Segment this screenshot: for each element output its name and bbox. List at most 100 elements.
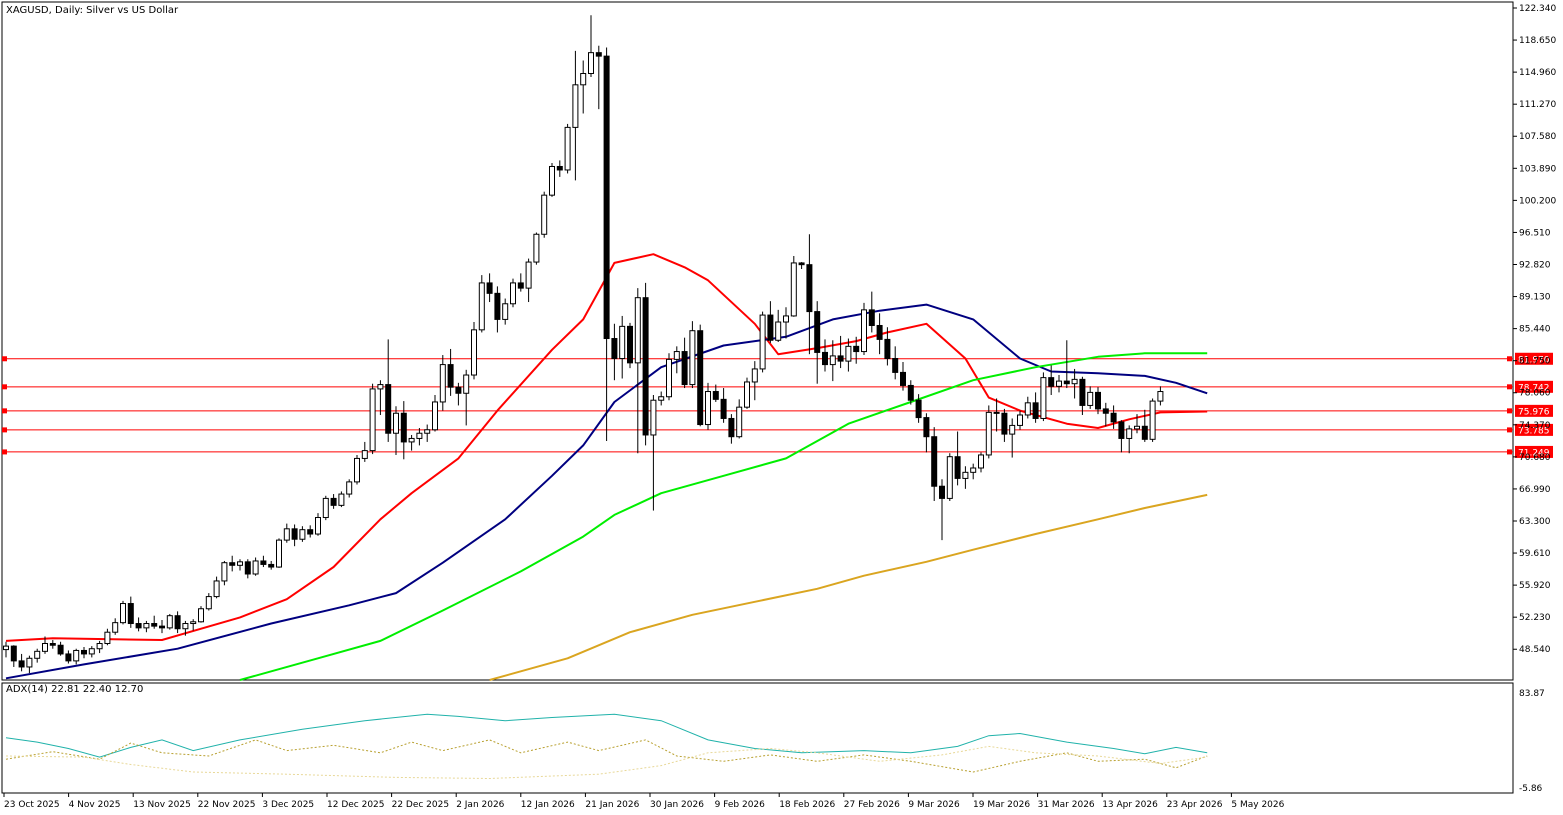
price-level-tag <box>1515 404 1553 417</box>
price-tick-label: 63.300 <box>1519 517 1551 527</box>
candle-body <box>1063 380 1070 385</box>
candle-body <box>143 623 150 629</box>
candle-body <box>939 485 945 499</box>
price-level-marker[interactable] <box>1507 356 1512 362</box>
candle-body <box>572 84 579 128</box>
candle-body <box>432 401 438 431</box>
price-tick-label: 107.580 <box>1519 132 1556 142</box>
candle-body <box>57 644 64 655</box>
candle-body <box>549 165 555 196</box>
time-tick-label: 22 Dec 2025 <box>392 800 450 810</box>
price-level-marker[interactable] <box>1507 384 1512 390</box>
candle-body <box>814 311 821 353</box>
candle-body <box>1141 425 1148 440</box>
price-level-label: 81.970 <box>1518 355 1550 365</box>
candle-body <box>658 396 665 401</box>
adx-panel <box>1 682 1514 794</box>
candle-body <box>252 560 259 575</box>
candle-body <box>135 623 142 629</box>
time-tick-label: 2 Jan 2026 <box>456 800 504 810</box>
candle-body <box>533 233 540 263</box>
time-tick-label: 18 Feb 2026 <box>779 800 835 810</box>
candle-body <box>564 126 571 171</box>
time-tick-label: 23 Oct 2025 <box>4 800 60 810</box>
price-level-marker[interactable] <box>2 356 7 362</box>
candle-body <box>790 262 797 317</box>
price-level-marker[interactable] <box>2 408 7 414</box>
candle-body <box>354 457 360 483</box>
candlesticks <box>3 15 1164 674</box>
candle-body <box>1149 400 1156 440</box>
candle-body <box>541 194 548 235</box>
candle-body <box>1134 425 1140 430</box>
price-level-marker[interactable] <box>1507 449 1512 455</box>
candle-body <box>174 615 181 630</box>
candle-body <box>268 563 275 568</box>
candle-body <box>3 645 9 651</box>
price-tick-label: 92.820 <box>1519 260 1551 270</box>
price-level-marker[interactable] <box>1507 408 1512 414</box>
candle-body <box>907 384 914 401</box>
candle-body <box>260 560 267 565</box>
time-tick-label: 12 Jan 2026 <box>521 800 575 810</box>
adx-lines <box>5 713 1208 780</box>
candle-body <box>276 539 282 568</box>
candle-body <box>1009 424 1016 435</box>
price-level-label: 78.742 <box>1518 383 1550 393</box>
candle-body <box>1017 414 1023 426</box>
candle-body <box>229 562 236 566</box>
candle-body <box>1048 377 1055 387</box>
candle-body <box>650 399 657 436</box>
candle-body <box>876 324 883 340</box>
price-tick-label: 118.650 <box>1519 36 1556 46</box>
price-level-marker[interactable] <box>2 384 7 390</box>
time-tick-label: 27 Feb 2026 <box>844 800 900 810</box>
moving-average-line <box>489 493 1208 681</box>
price-level-label: 73.785 <box>1518 426 1550 436</box>
candle-body <box>666 358 672 398</box>
candle-body <box>861 309 867 353</box>
candle-body <box>120 603 126 624</box>
candle-body <box>525 261 532 289</box>
candle-body <box>416 432 423 439</box>
time-tick-label: 9 Feb 2026 <box>715 800 766 810</box>
candle-body <box>377 384 384 390</box>
candle-body <box>900 371 906 386</box>
candle-body <box>127 603 134 625</box>
candle-body <box>720 398 727 419</box>
price-level-marker[interactable] <box>2 427 7 433</box>
price-tick-label: 114.960 <box>1519 68 1556 78</box>
candle-body <box>237 561 243 566</box>
candle-body <box>892 358 899 373</box>
candle-body <box>322 497 329 519</box>
price-level-marker[interactable] <box>1507 427 1512 433</box>
candle-body <box>112 622 119 633</box>
candle-body <box>962 471 969 479</box>
candle-body <box>502 303 509 320</box>
price-tick-label: 96.510 <box>1519 228 1551 238</box>
candle-body <box>728 417 735 438</box>
candle-body <box>845 345 852 362</box>
candle-body <box>868 309 875 326</box>
candle-body <box>299 529 306 540</box>
adx-tick-label: -5.86 <box>1519 784 1543 794</box>
indicator-label: ADX(14) 22.81 22.40 12.70 <box>6 684 143 695</box>
candle-body <box>1056 380 1062 387</box>
price-level-tag <box>1515 380 1553 393</box>
candle-body <box>96 643 103 650</box>
candle-body <box>1157 391 1164 402</box>
candle-body <box>455 386 462 394</box>
time-tick-label: 19 Mar 2026 <box>973 800 1030 810</box>
candle-body <box>627 325 633 364</box>
candle-body <box>759 314 766 370</box>
candle-body <box>369 388 376 452</box>
candle-body <box>915 399 922 419</box>
candle-body <box>400 412 407 443</box>
candle-body <box>385 384 392 434</box>
price-level-marker[interactable] <box>2 449 7 455</box>
price-level-lines[interactable]: 81.970 78.742 75.976 73.785 71.249 <box>2 352 1553 459</box>
candle-body <box>307 529 314 535</box>
candle-body <box>705 391 711 426</box>
candle-body <box>447 364 454 388</box>
